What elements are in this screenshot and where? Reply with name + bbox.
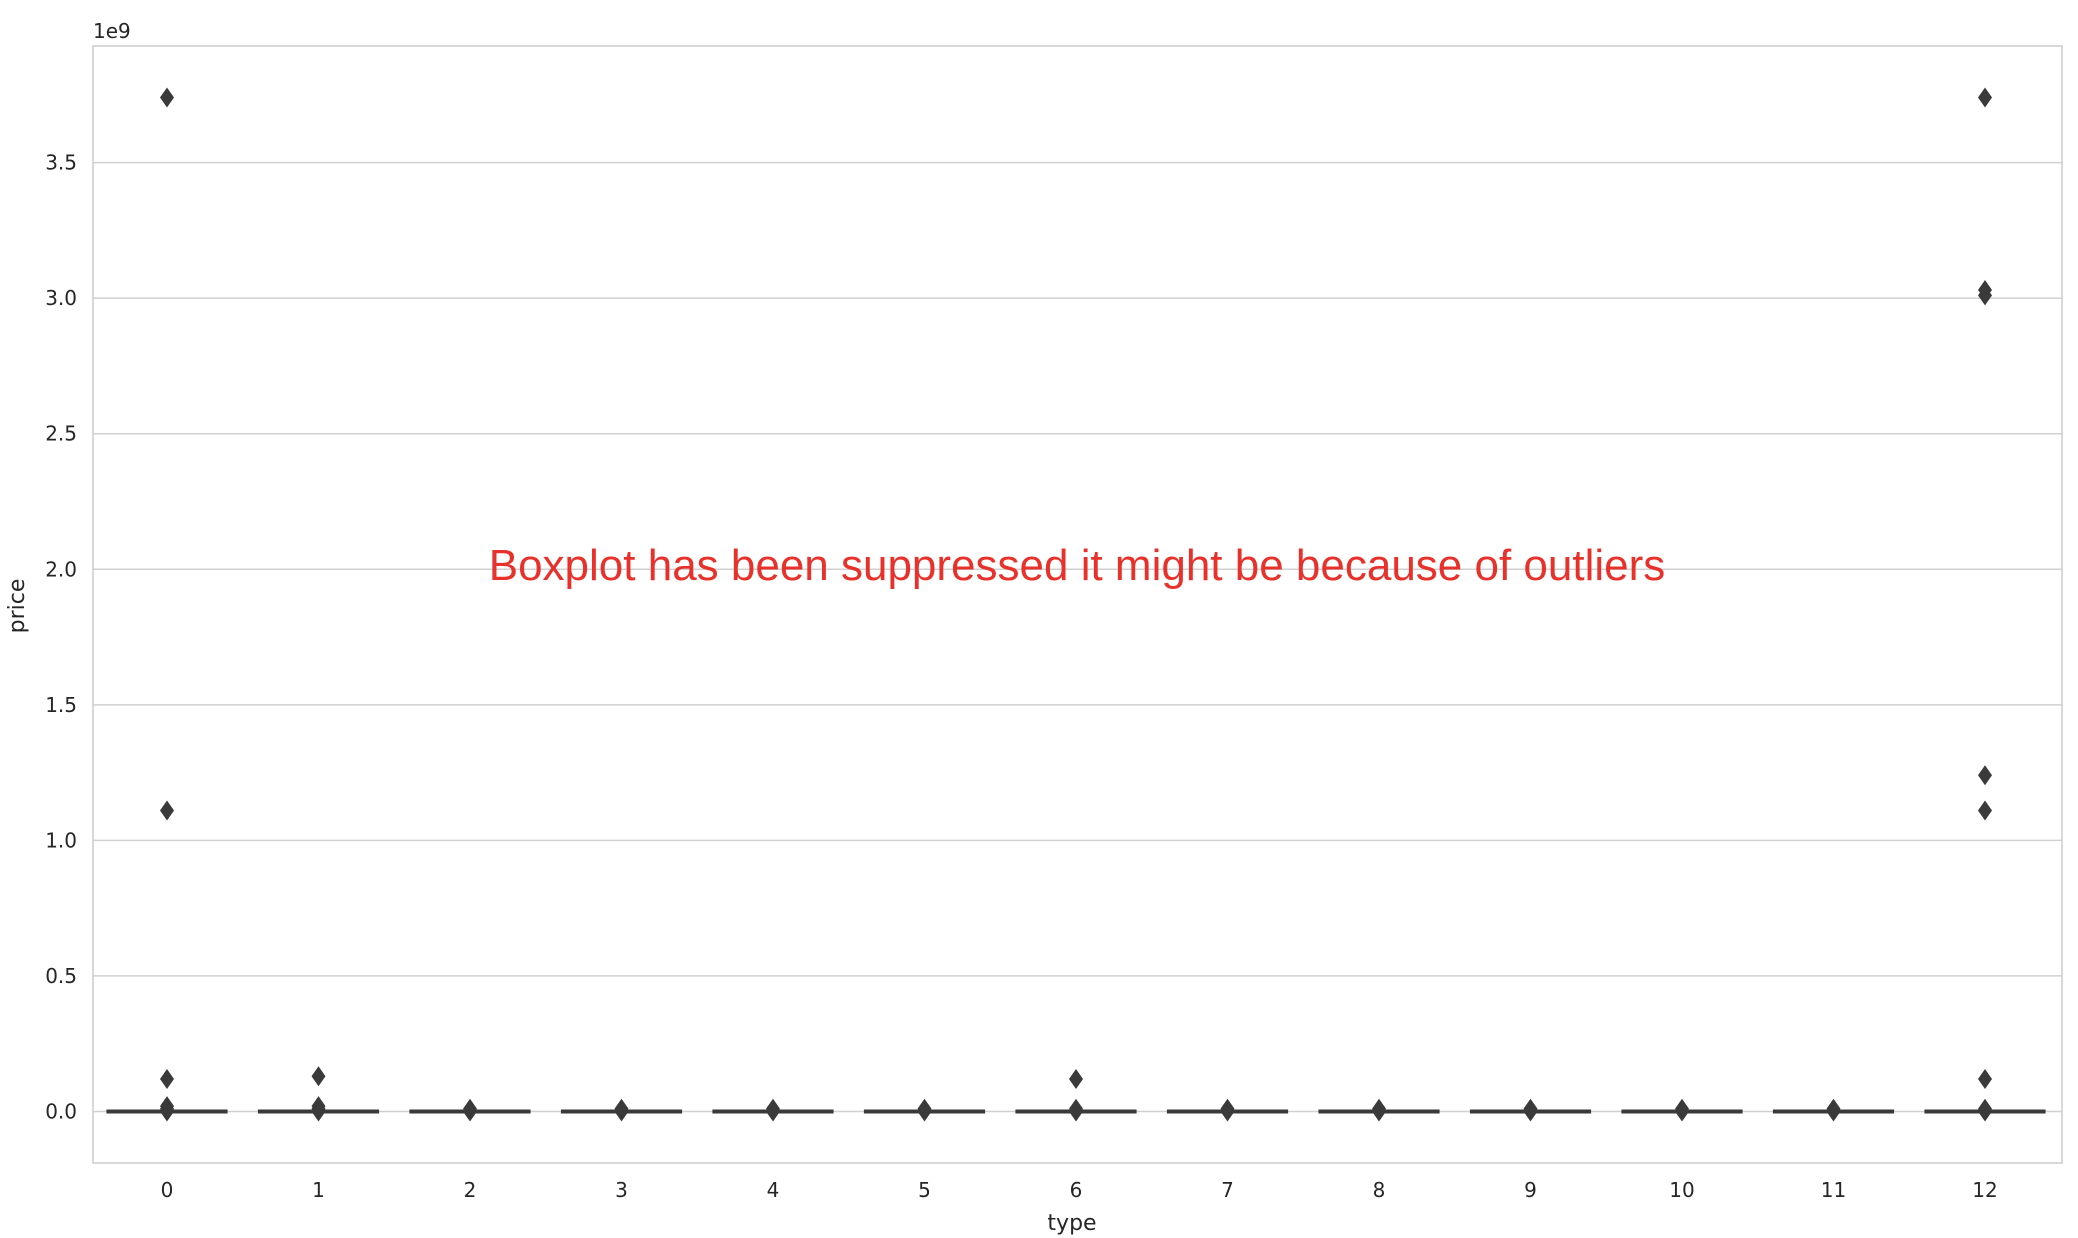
x-tick-label: 8: [1373, 1178, 1386, 1202]
x-tick-label: 0: [161, 1178, 174, 1202]
y-tick-label: 0.0: [45, 1099, 77, 1123]
y-tick-label: 3.0: [45, 286, 77, 310]
y-tick-label: 0.5: [45, 964, 77, 988]
x-tick-label: 1: [312, 1178, 325, 1202]
x-tick-label: 11: [1821, 1178, 1846, 1202]
annotation-text: Boxplot has been suppressed it might be …: [489, 541, 1666, 590]
grid-lines: [93, 161, 2062, 1113]
plot-frame: [92, 45, 2063, 1164]
y-tick-label: 2.5: [45, 422, 77, 446]
x-tick-labels: 0 1 2 3 4 5 6 7 8 9 10 11 12: [161, 1178, 1998, 1202]
outlier-point: [1978, 285, 1992, 306]
outlier-point: [917, 1101, 932, 1122]
outlier-point: [463, 1101, 477, 1122]
outlier-point: [1372, 1101, 1386, 1122]
outlier-point: [1069, 1101, 1083, 1122]
outlier-point: [311, 1101, 326, 1122]
y-tick-labels: 0.0 0.5 1.0 1.5 2.0 2.5 3.0 3.5: [45, 151, 77, 1124]
outlier-point: [1220, 1101, 1235, 1122]
x-tick-label: 12: [1972, 1178, 1997, 1202]
y-tick-label: 2.0: [45, 557, 77, 581]
outlier-point: [1978, 1068, 1992, 1089]
outlier-point: [1523, 1101, 1538, 1122]
y-axis-title: price: [5, 579, 30, 634]
x-tick-label: 7: [1221, 1178, 1234, 1202]
outlier-point: [1978, 800, 1992, 821]
outlier-point: [160, 1101, 174, 1122]
x-tick-label: 10: [1669, 1178, 1694, 1202]
x-axis-title: type: [1047, 1211, 1096, 1236]
x-tick-label: 6: [1070, 1178, 1083, 1202]
x-tick-label: 9: [1524, 1178, 1537, 1202]
x-tick-label: 5: [918, 1178, 931, 1202]
x-tick-label: 3: [615, 1178, 628, 1202]
outlier-point: [766, 1101, 780, 1122]
outlier-point: [1978, 1101, 1992, 1122]
outlier-point: [1826, 1101, 1841, 1122]
outlier-point: [311, 1066, 326, 1087]
outlier-point: [160, 1068, 174, 1089]
outlier-point: [1978, 765, 1992, 786]
outlier-point: [614, 1101, 629, 1122]
outlier-points: [160, 87, 1992, 1122]
outlier-point: [1069, 1068, 1083, 1089]
y-offset-label: 1e9: [93, 19, 131, 43]
y-tick-label: 1.5: [45, 693, 77, 717]
outlier-point: [1675, 1101, 1689, 1122]
outlier-point: [160, 87, 174, 108]
y-tick-label: 3.5: [45, 151, 77, 175]
x-tick-label: 2: [464, 1178, 477, 1202]
outlier-point: [1978, 87, 1992, 108]
y-tick-label: 1.0: [45, 828, 77, 852]
outlier-point: [160, 800, 174, 821]
x-tick-label: 4: [767, 1178, 780, 1202]
